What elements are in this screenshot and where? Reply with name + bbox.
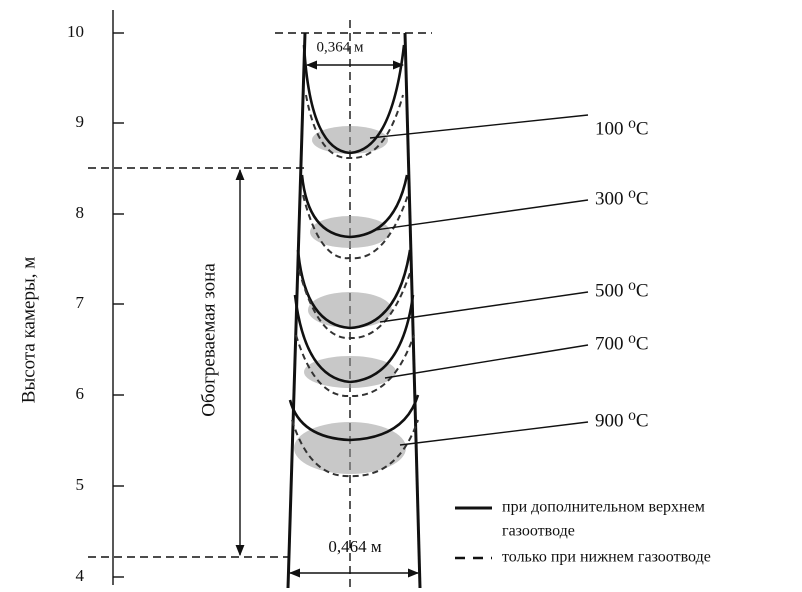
diagram: 10 9 8 7 6 5 4 Высота камеры, м Обогрева… [0,0,802,592]
isotherms: 100 ⁰C 300 ⁰C 500 ⁰C 700 ⁰C 900 ⁰C [290,45,649,476]
y-tick-label: 7 [76,293,85,312]
legend-label: газоотводе [502,523,575,540]
isotherm-label: 100 ⁰C [595,118,649,139]
bottom-width: 0,464 м [328,537,382,556]
y-tick-label: 5 [76,475,85,494]
zone-label: Обогреваемая зона [198,263,219,417]
isotherm-label: 300 ⁰C [595,188,649,209]
y-tick-label: 6 [76,384,85,403]
y-tick-label: 8 [76,203,85,222]
isotherm-label: 500 ⁰C [595,280,649,301]
isotherm-label: 700 ⁰C [595,333,649,354]
isotherm-label: 900 ⁰C [595,410,649,431]
y-axis-label: Высота камеры, м [18,257,39,403]
y-axis: 10 9 8 7 6 5 4 Высота камеры, м [18,10,124,585]
legend-label: только при нижнем газоотводе [502,549,711,566]
top-width: 0,364 м [317,39,365,55]
legend: при дополнительном верхнем газоотводе то… [455,499,711,566]
heated-zone: Обогреваемая зона [88,168,305,557]
y-tick-label: 4 [76,566,85,585]
legend-label: при дополнительном верхнем [502,499,705,516]
y-tick-label: 10 [67,22,84,41]
y-tick-label: 9 [76,112,85,131]
